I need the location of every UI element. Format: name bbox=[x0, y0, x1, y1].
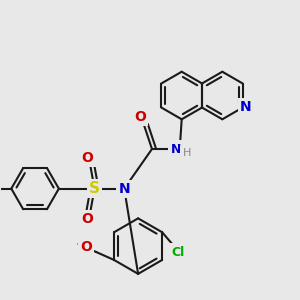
Text: O: O bbox=[82, 212, 94, 226]
Text: S: S bbox=[89, 181, 100, 196]
Text: N: N bbox=[118, 182, 130, 196]
Text: O: O bbox=[80, 240, 92, 254]
Text: O: O bbox=[82, 151, 94, 165]
Text: O: O bbox=[134, 110, 146, 124]
Text: N: N bbox=[171, 142, 181, 155]
Text: Cl: Cl bbox=[171, 245, 184, 259]
Text: H: H bbox=[182, 148, 191, 158]
Text: N: N bbox=[240, 100, 252, 114]
